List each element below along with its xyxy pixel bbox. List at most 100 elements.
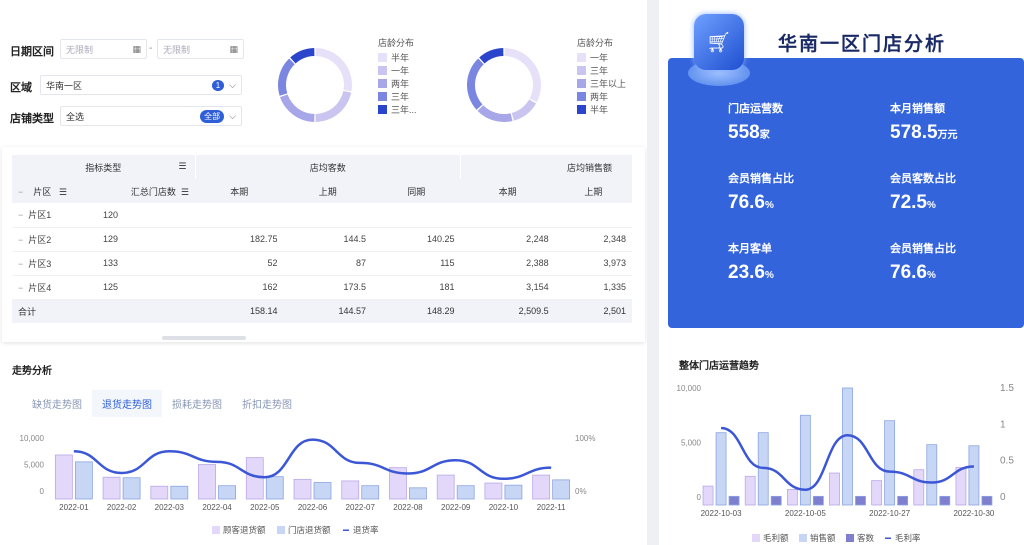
tab-4[interactable]: 折扣走势图 bbox=[242, 400, 292, 411]
bar-顾客退货额[interactable] bbox=[484, 482, 503, 500]
bar-毛利额[interactable] bbox=[913, 469, 925, 506]
bar-客数[interactable] bbox=[897, 495, 909, 506]
line-毛利率[interactable] bbox=[720, 426, 974, 491]
bar-客数[interactable] bbox=[939, 495, 951, 506]
area-cell[interactable]: − 片区1 bbox=[18, 210, 52, 221]
value-cell bbox=[555, 203, 632, 227]
date-range-label: 日期区间 bbox=[10, 46, 54, 58]
bar-客数[interactable] bbox=[855, 495, 866, 506]
bar-客数[interactable] bbox=[728, 495, 740, 506]
bar-销售额[interactable] bbox=[799, 414, 811, 506]
region-select[interactable]: 华南一区 1 ⌵ bbox=[40, 75, 242, 95]
bar-门店退货额[interactable] bbox=[313, 482, 332, 500]
bar-毛利额[interactable] bbox=[871, 480, 883, 506]
donut-slice[interactable] bbox=[504, 48, 541, 103]
x-tick-label: 2022-10-05 bbox=[785, 509, 826, 518]
bar-客数[interactable] bbox=[812, 495, 824, 506]
donut-slice[interactable] bbox=[477, 105, 513, 123]
bar-门店退货额[interactable] bbox=[456, 485, 475, 500]
bar-门店退货额[interactable] bbox=[265, 476, 284, 500]
bar-门店退货额[interactable] bbox=[122, 477, 141, 500]
x-tick-label: 2022-01 bbox=[59, 503, 89, 512]
tab-2[interactable]: 退货走势图 bbox=[92, 390, 162, 417]
legend-label[interactable]: 销售额 bbox=[810, 533, 836, 543]
donut-legend-title: 店龄分布 bbox=[378, 38, 415, 48]
bar-顾客退货额[interactable] bbox=[102, 476, 121, 500]
horizontal-scrollbar[interactable] bbox=[162, 336, 246, 340]
legend-label[interactable]: 退货率 bbox=[353, 525, 379, 535]
area-cell[interactable]: − 片区2 bbox=[18, 234, 52, 245]
sort-icon[interactable]: ☰ bbox=[178, 160, 187, 171]
bar-顾客退货额[interactable] bbox=[436, 474, 455, 500]
line-退货率[interactable] bbox=[73, 438, 552, 481]
legend-label: 一年 bbox=[590, 53, 609, 63]
date-end-input[interactable]: 无限制 ▦ bbox=[157, 39, 244, 59]
bar-门店退货额[interactable] bbox=[409, 487, 427, 500]
legend-item[interactable]: 一年 bbox=[577, 51, 626, 64]
bar-毛利额[interactable] bbox=[702, 485, 714, 506]
legend-item[interactable]: 三年... bbox=[378, 103, 417, 116]
bar-客数[interactable] bbox=[770, 495, 782, 506]
legend-swatch bbox=[378, 105, 387, 114]
legend-swatch bbox=[378, 66, 387, 75]
legend-label[interactable]: 顾客退货额 bbox=[223, 525, 266, 535]
store-type-select[interactable]: 全选 全部 ⌵ bbox=[60, 106, 242, 126]
legend-label[interactable]: 客数 bbox=[857, 533, 875, 543]
legend-item[interactable]: 三年 bbox=[577, 64, 626, 77]
legend-item[interactable]: 三年以上 bbox=[577, 77, 626, 90]
donut-slice[interactable] bbox=[280, 94, 315, 122]
bar-销售额[interactable] bbox=[715, 432, 727, 506]
table-row: − 片区1 120 bbox=[12, 203, 632, 227]
area-header[interactable]: − 片区 ☰ bbox=[18, 186, 67, 197]
date-start-input[interactable]: 无限制 ▦ bbox=[60, 39, 147, 59]
legend-label[interactable]: 毛利率 bbox=[895, 533, 921, 543]
bar-销售额[interactable] bbox=[884, 420, 896, 506]
legend-label[interactable]: 门店退货额 bbox=[288, 525, 331, 535]
bar-毛利额[interactable] bbox=[829, 472, 840, 506]
bar-门店退货额[interactable] bbox=[218, 485, 236, 500]
area-cell[interactable]: − 片区3 bbox=[18, 258, 52, 269]
donut-slice[interactable] bbox=[315, 48, 352, 92]
donut-slice[interactable] bbox=[511, 99, 537, 121]
donut-slice[interactable] bbox=[479, 48, 504, 64]
tab-3[interactable]: 损耗走势图 bbox=[172, 400, 222, 411]
bar-顾客退货额[interactable] bbox=[532, 474, 551, 500]
donut-slice[interactable] bbox=[278, 58, 295, 96]
bar-销售额[interactable] bbox=[926, 444, 938, 506]
bar-顾客退货额[interactable] bbox=[150, 485, 169, 500]
legend-item[interactable]: 一年 bbox=[378, 64, 417, 77]
bar-销售额[interactable] bbox=[968, 445, 980, 506]
legend-item[interactable]: 两年 bbox=[378, 77, 417, 90]
bar-门店退货额[interactable] bbox=[74, 461, 93, 500]
bar-客数[interactable] bbox=[981, 495, 993, 506]
bar-销售额[interactable] bbox=[842, 387, 853, 506]
legend-label: 一年 bbox=[391, 66, 410, 76]
area-cell[interactable]: − 片区4 bbox=[18, 282, 52, 293]
bar-毛利额[interactable] bbox=[955, 467, 967, 506]
bar-门店退货额[interactable] bbox=[361, 485, 380, 500]
bar-顾客退货额[interactable] bbox=[54, 454, 73, 500]
bar-毛利额[interactable] bbox=[744, 475, 756, 506]
bar-毛利额[interactable] bbox=[786, 488, 798, 506]
x-tick-label: 2022-05 bbox=[250, 503, 280, 512]
legend-item[interactable]: 半年 bbox=[378, 51, 417, 64]
legend-label[interactable]: 毛利额 bbox=[763, 533, 789, 543]
bar-门店退货额[interactable] bbox=[504, 484, 523, 500]
y2-tick-label: 1.5 bbox=[1000, 383, 1014, 394]
bar-顾客退货额[interactable] bbox=[341, 480, 360, 500]
store-count-header[interactable]: 汇总门店数 ☰ bbox=[130, 186, 189, 197]
donut-slice[interactable] bbox=[290, 48, 315, 64]
legend-item[interactable]: 两年 bbox=[577, 90, 626, 103]
bar-顾客退货额[interactable] bbox=[293, 478, 312, 500]
bar-门店退货额[interactable] bbox=[170, 485, 189, 500]
collapse-icon: − bbox=[18, 210, 24, 221]
donut-slice[interactable] bbox=[315, 91, 352, 122]
tab-1[interactable]: 缺货走势图 bbox=[32, 400, 82, 411]
pivot-table: 指标类型 ☰ 店均客数 店均销售额 − 片区 ☰ 汇总门店数 ☰ 本期 上期 同期… bbox=[12, 155, 632, 323]
bar-门店退货额[interactable] bbox=[552, 479, 571, 500]
bar-顾客退货额[interactable] bbox=[198, 464, 216, 500]
donut-slice[interactable] bbox=[467, 58, 484, 110]
bar-顾客退货额[interactable] bbox=[389, 467, 407, 500]
legend-item[interactable]: 三年 bbox=[378, 90, 417, 103]
legend-item[interactable]: 半年 bbox=[577, 103, 626, 116]
